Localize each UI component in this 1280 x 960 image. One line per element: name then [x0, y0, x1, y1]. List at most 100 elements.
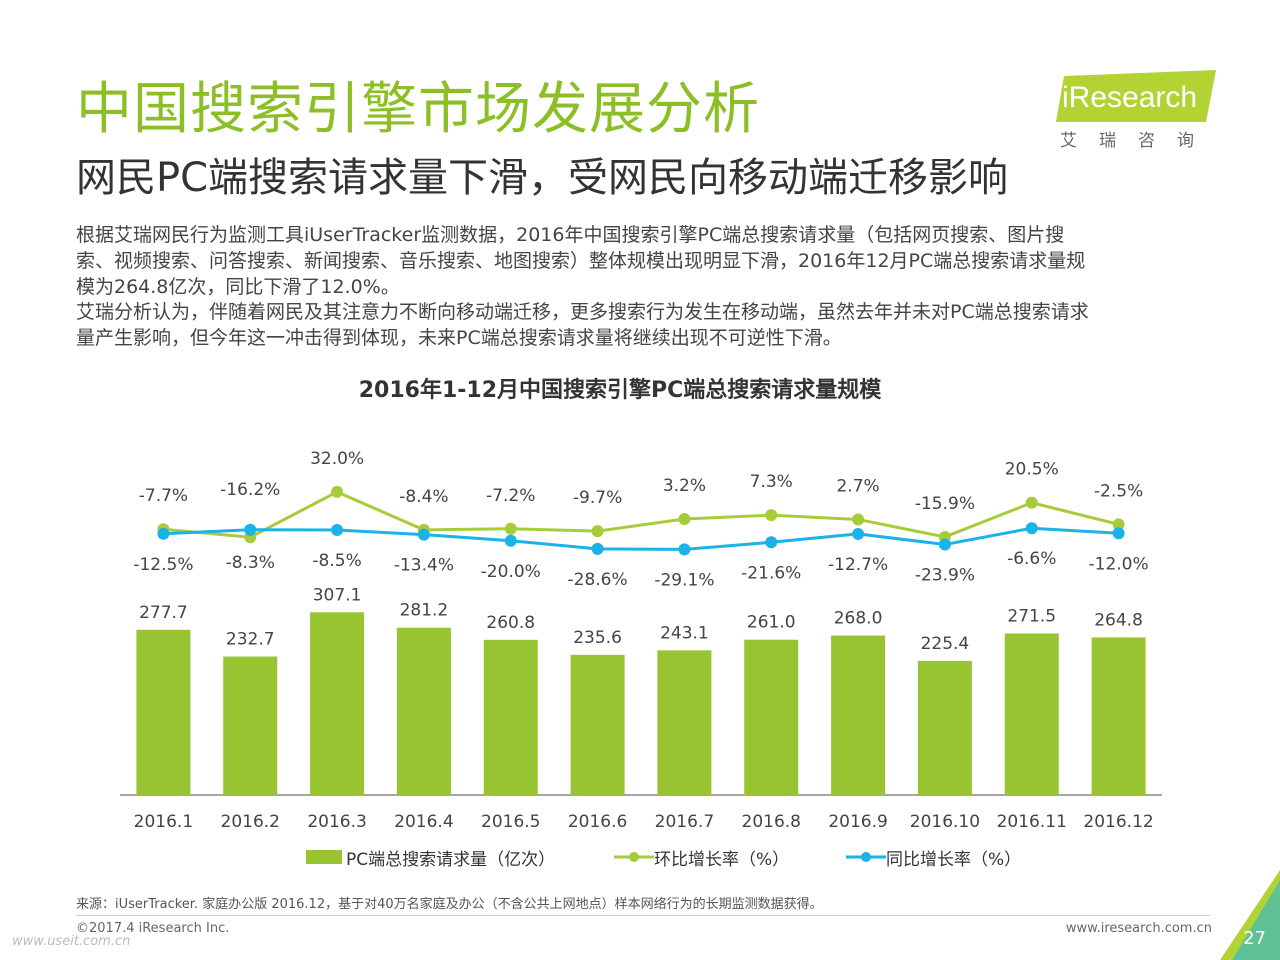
legend-bar-swatch — [306, 850, 342, 864]
footer-divider — [76, 915, 1210, 916]
mom-point-2016.3 — [331, 485, 344, 498]
mom-label-2016.8: 7.3% — [750, 472, 793, 492]
bar-label-2016.6: 235.6 — [573, 628, 622, 648]
bar-label-2016.10: 225.4 — [921, 634, 970, 654]
yoy-point-2016.4 — [417, 528, 430, 541]
body-paragraph-2-line-2: 量产生影响，但今年这一冲击得到体现，未来PC端总搜索请求量将继续出现不可逆性下滑… — [76, 327, 842, 349]
bar-2016.2 — [223, 656, 278, 795]
yoy-point-2016.6 — [591, 542, 604, 555]
bar-label-2016.7: 243.1 — [660, 623, 709, 643]
mom-label-2016.4: -8.4% — [399, 487, 448, 507]
x-tick-2016.10: 2016.10 — [910, 812, 980, 832]
mom-point-2016.7 — [678, 512, 691, 525]
x-tick-2016.3: 2016.3 — [307, 812, 366, 832]
x-tick-2016.5: 2016.5 — [481, 812, 540, 832]
mom-label-2016.12: -2.5% — [1094, 481, 1143, 501]
mom-label-2016.11: 20.5% — [1005, 460, 1059, 480]
mom-label-2016.2: -16.2% — [220, 480, 280, 500]
bar-2016.10 — [917, 660, 972, 795]
chart-title: 2016年1-12月中国搜索引擎PC端总搜索请求量规模 — [358, 378, 882, 403]
x-tick-2016.4: 2016.4 — [394, 812, 453, 832]
bar-2016.11 — [1004, 633, 1059, 795]
x-tick-2016.9: 2016.9 — [828, 812, 887, 832]
x-tick-2016.12: 2016.12 — [1083, 812, 1153, 832]
yoy-label-2016.6: -28.6% — [568, 570, 628, 590]
legend-mom: 环比增长率（%） — [614, 846, 790, 870]
yoy-point-2016.1 — [157, 527, 170, 540]
bar-2016.9 — [831, 635, 886, 795]
website-link[interactable]: www.iresearch.com.cn — [1065, 921, 1212, 936]
page-title: 中国搜索引擎市场发展分析 — [76, 77, 760, 142]
copyright: ©2017.4 iResearch Inc. — [76, 921, 230, 936]
yoy-label-2016.2: -8.3% — [226, 553, 275, 573]
yoy-point-2016.12 — [1112, 527, 1125, 540]
mom-point-2016.8 — [765, 509, 778, 522]
x-tick-2016.1: 2016.1 — [134, 812, 193, 832]
mom-line — [163, 490, 1119, 539]
yoy-point-2016.3 — [331, 523, 344, 536]
body-paragraph-1-line-3: 模为264.8亿次，同比下滑了12.0%。 — [76, 276, 400, 298]
bar-label-2016.2: 232.7 — [226, 630, 275, 650]
bar-2016.8 — [744, 639, 799, 795]
yoy-point-2016.11 — [1025, 522, 1038, 535]
mom-label-2016.5: -7.2% — [486, 486, 535, 506]
x-tick-2016.6: 2016.6 — [568, 812, 627, 832]
mom-point-2016.11 — [1025, 496, 1038, 509]
mom-label-2016.6: -9.7% — [573, 488, 622, 508]
legend-mom-swatch — [614, 852, 654, 862]
yoy-point-2016.9 — [852, 527, 865, 540]
x-tick-2016.7: 2016.7 — [655, 812, 714, 832]
bar-2016.5 — [483, 639, 538, 795]
mom-label-2016.9: 2.7% — [836, 476, 879, 496]
legend-mom-label: 环比增长率（%） — [654, 849, 790, 870]
bar-label-2016.8: 261.0 — [747, 613, 796, 633]
source-note: 来源：iUserTracker. 家庭办公版 2016.12，基于对40万名家庭… — [76, 897, 823, 912]
yoy-label-2016.8: -21.6% — [741, 563, 801, 583]
mom-label-2016.1: -7.7% — [139, 486, 188, 506]
yoy-label-2016.3: -8.5% — [312, 551, 361, 571]
mom-label-2016.3: 32.0% — [310, 449, 364, 469]
yoy-point-2016.8 — [765, 536, 778, 549]
legend-yoy: 同比增长率（%） — [846, 846, 1021, 870]
yoy-label-2016.5: -20.0% — [481, 562, 541, 582]
x-tick-2016.11: 2016.11 — [997, 812, 1067, 832]
body-paragraph-1-line-1: 根据艾瑞网民行为监测工具iUserTracker监测数据，2016年中国搜索引擎… — [76, 224, 1065, 246]
mom-point-2016.5 — [504, 522, 517, 535]
bar-2016.4 — [396, 627, 451, 795]
watermark: www.useit.com.cn — [12, 934, 131, 949]
yoy-label-2016.10: -23.9% — [915, 565, 975, 585]
yoy-line — [163, 526, 1119, 551]
bar-2016.7 — [657, 650, 712, 795]
page-number: 27 — [1243, 928, 1266, 949]
corner-decoration — [1220, 870, 1280, 960]
legend-bar-label: PC端总搜索请求量（亿次） — [346, 849, 556, 870]
bar-label-2016.4: 281.2 — [400, 601, 449, 621]
iresearch-logo: iResearch — [1056, 70, 1216, 122]
mom-label-2016.10: -15.9% — [915, 494, 975, 514]
bar-label-2016.11: 271.5 — [1007, 606, 1056, 626]
mom-point-2016.9 — [852, 513, 865, 526]
logo-subtitle: 艾瑞咨询 — [1060, 131, 1216, 151]
yoy-label-2016.9: -12.7% — [828, 555, 888, 575]
mom-label-2016.7: 3.2% — [663, 476, 706, 496]
legend-yoy-swatch — [846, 852, 886, 862]
yoy-label-2016.7: -29.1% — [654, 570, 714, 590]
bar-label-2016.12: 264.8 — [1094, 610, 1143, 630]
bar-2016.3 — [310, 612, 365, 795]
mom-point-2016.12 — [1112, 518, 1125, 531]
bar-2016.1 — [136, 629, 191, 795]
yoy-point-2016.10 — [938, 538, 951, 551]
page-subtitle: 网民PC端搜索请求量下滑，受网民向移动端迁移影响 — [76, 155, 1009, 201]
yoy-point-2016.7 — [678, 543, 691, 556]
bar-label-2016.1: 277.7 — [139, 603, 188, 623]
body-paragraph-2-line-1: 艾瑞分析认为，伴随着网民及其注意力不断向移动端迁移，更多搜索行为发生在移动端，虽… — [76, 301, 1089, 323]
legend-bar: PC端总搜索请求量（亿次） — [306, 846, 556, 870]
logo-brand-text: iResearch — [1062, 81, 1197, 114]
chart-plot: 277.7 2016.1 232.7 2016.2 307.1 2016.3 281.2 20… — [120, 449, 1162, 832]
bar-2016.12 — [1091, 637, 1146, 795]
yoy-point-2016.5 — [504, 534, 517, 547]
bar-label-2016.5: 260.8 — [486, 613, 535, 633]
bar-2016.6 — [570, 654, 625, 795]
bar-label-2016.9: 268.0 — [834, 609, 883, 629]
mom-point-2016.6 — [591, 525, 604, 538]
